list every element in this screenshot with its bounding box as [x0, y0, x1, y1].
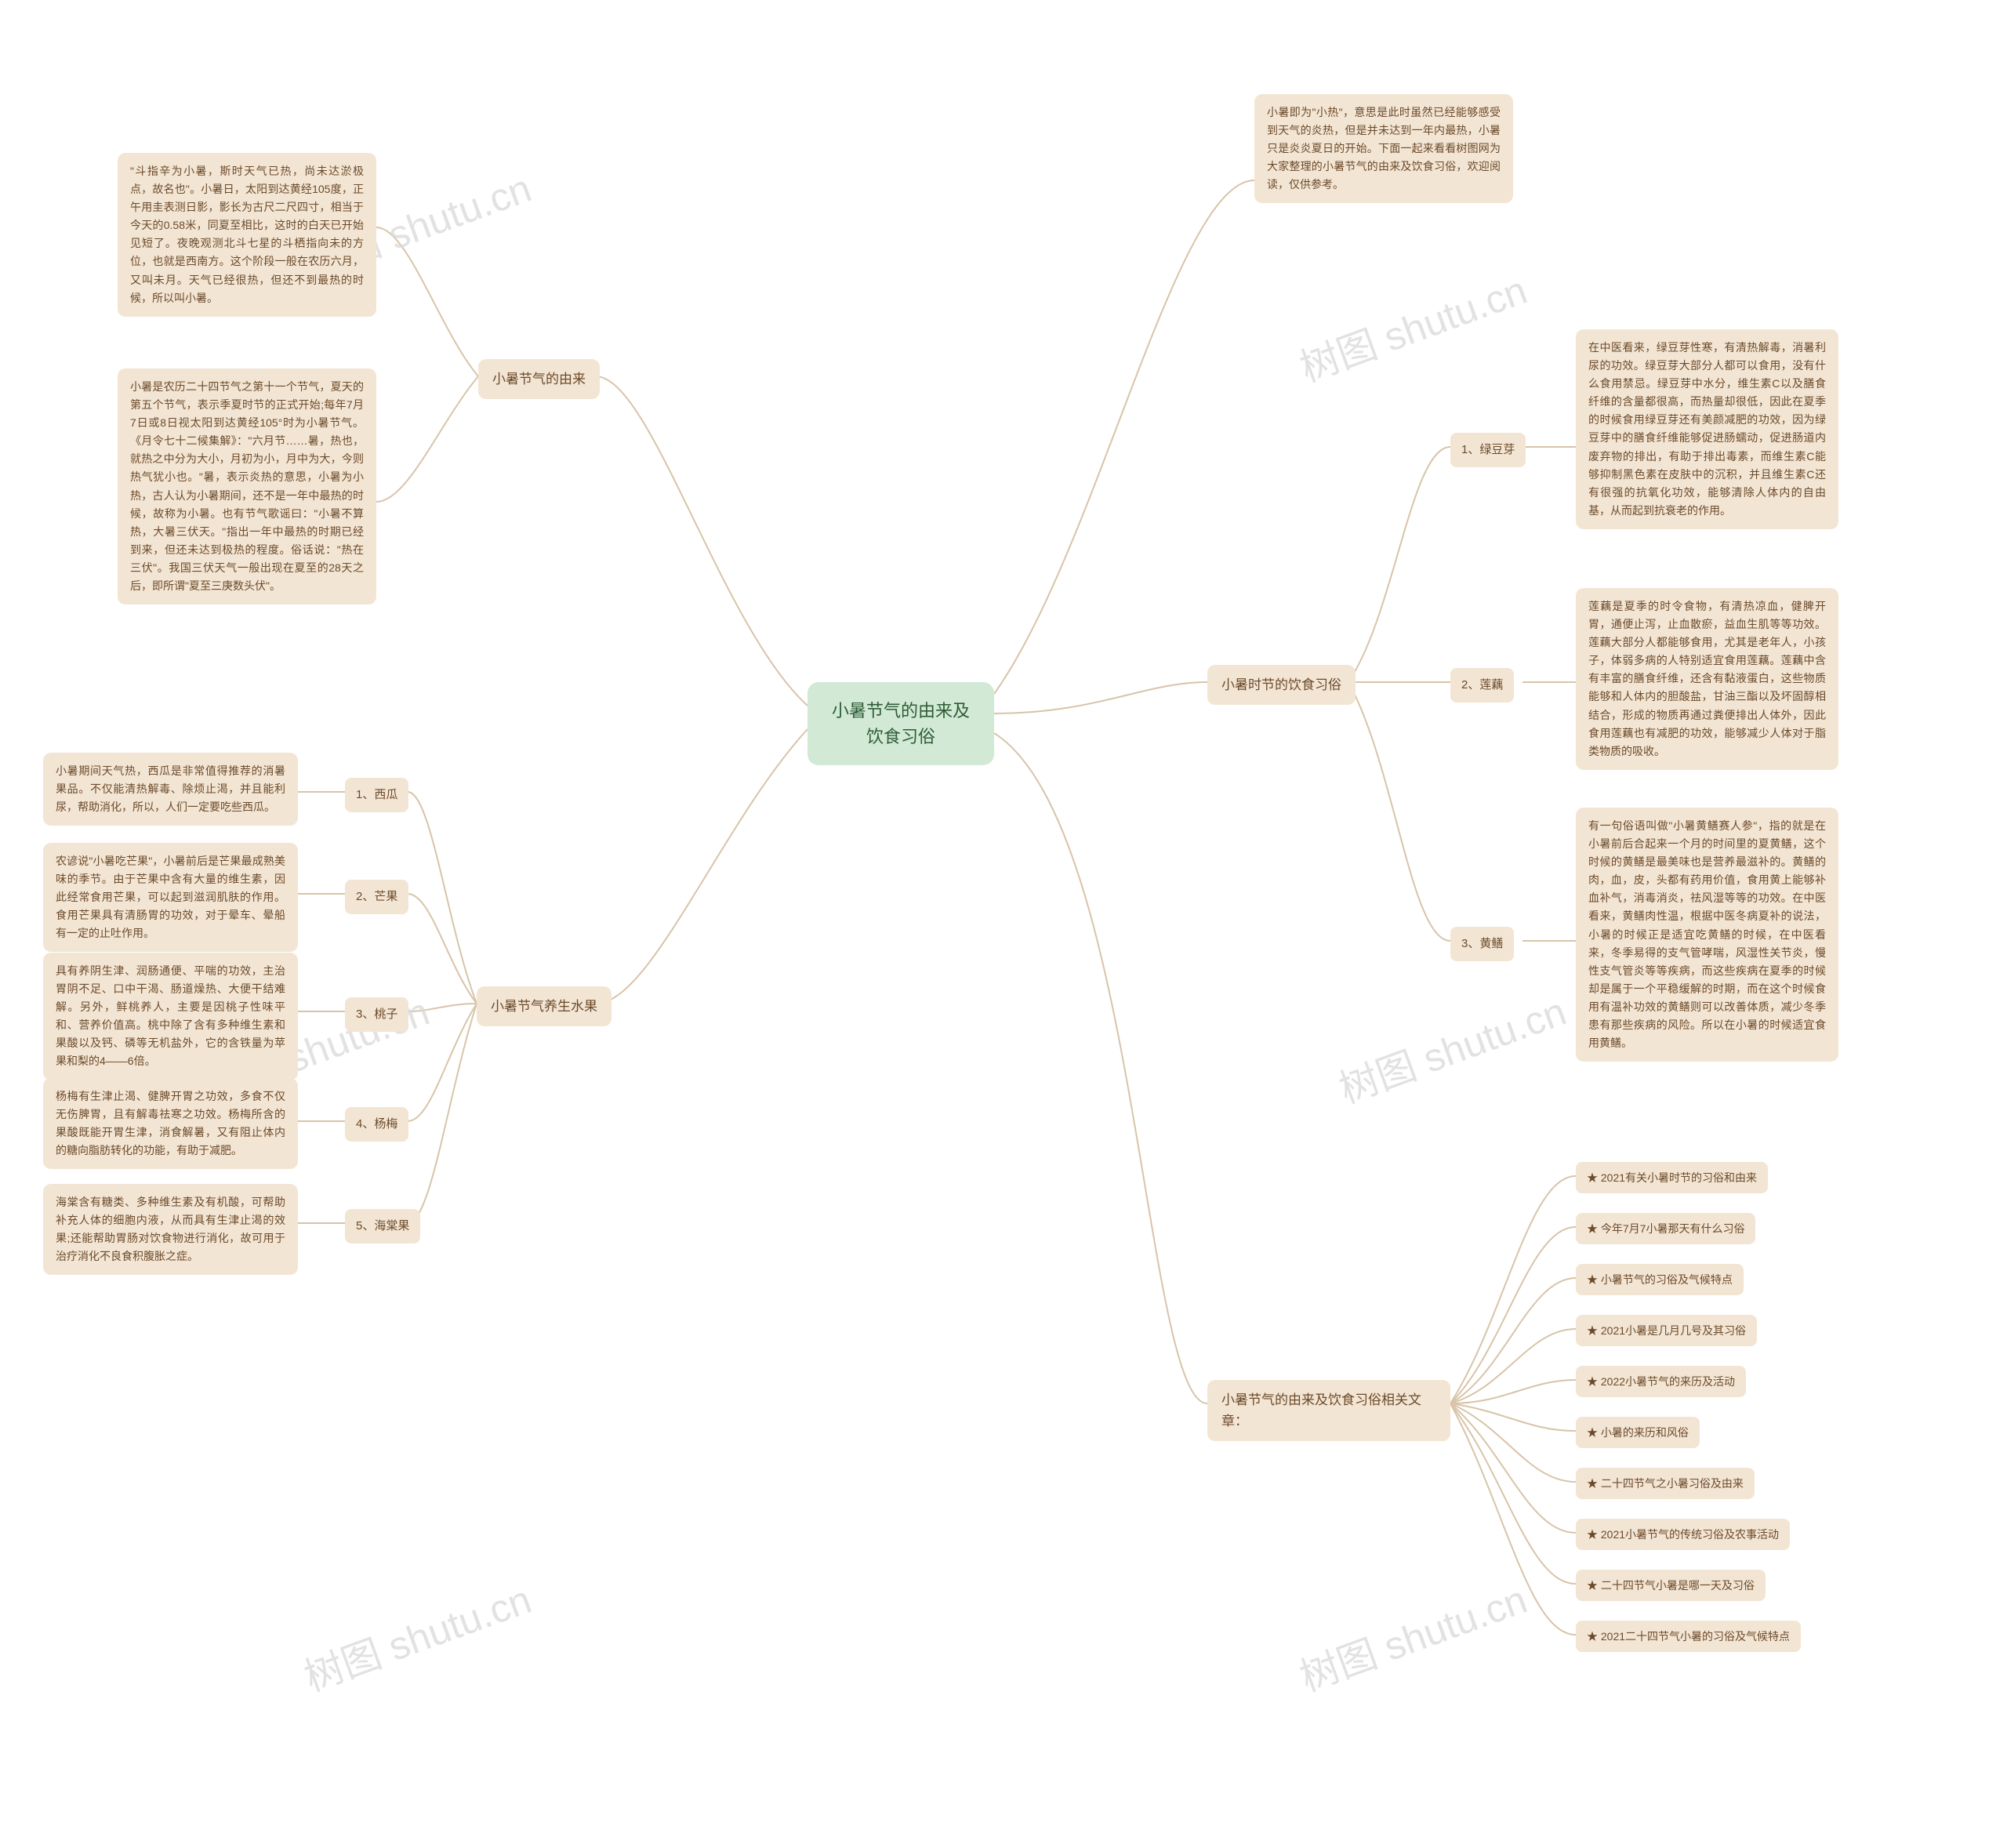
- fruit-item-4: 5、海棠果: [345, 1209, 420, 1243]
- fruit-desc-1: 农谚说"小暑吃芒果"，小暑前后是芒果最成熟美味的季节。由于芒果中含有大量的维生素…: [43, 843, 298, 952]
- fruit-desc-3: 杨梅有生津止渴、健脾开胃之功效，多食不仅无伤脾胃，且有解毒祛寒之功效。杨梅所含的…: [43, 1078, 298, 1169]
- article-item-7: ★ 2021小暑节气的传统习俗及农事活动: [1576, 1519, 1790, 1550]
- diet-item-2: 3、黄鳝: [1450, 927, 1514, 961]
- fruit-desc-0: 小暑期间天气热，西瓜是非常值得推荐的消暑果品。不仅能清热解毒、除烦止渴，并且能利…: [43, 753, 298, 826]
- fruit-item-3: 4、杨梅: [345, 1107, 408, 1142]
- diet-item-0: 1、绿豆芽: [1450, 433, 1526, 467]
- intro-node: 小暑即为"小热"，意思是此时虽然已经能够感受到天气的炎热，但是并未达到一年内最热…: [1254, 94, 1513, 203]
- watermark: 树图 shutu.cn: [296, 1568, 538, 1702]
- diet-item-1: 2、莲藕: [1450, 668, 1514, 703]
- article-item-8: ★ 二十四节气小暑是哪一天及习俗: [1576, 1570, 1766, 1601]
- branch-fruits: 小暑节气养生水果: [477, 986, 612, 1026]
- watermark: 树图 shutu.cn: [1291, 259, 1533, 393]
- article-item-4: ★ 2022小暑节气的来历及活动: [1576, 1366, 1746, 1397]
- branch-articles: 小暑节气的由来及饮食习俗相关文章：: [1207, 1380, 1450, 1441]
- article-item-9: ★ 2021二十四节气小暑的习俗及气候特点: [1576, 1621, 1801, 1652]
- watermark: 树图 shutu.cn: [1291, 1568, 1533, 1702]
- diet-desc-1: 莲藕是夏季的时令食物，有清热凉血，健脾开胃，通便止泻，止血散瘀，益血生肌等等功效…: [1576, 588, 1838, 770]
- article-item-1: ★ 今年7月7小暑那天有什么习俗: [1576, 1213, 1755, 1244]
- branch-diet: 小暑时节的饮食习俗: [1207, 665, 1356, 705]
- article-item-2: ★ 小暑节气的习俗及气候特点: [1576, 1264, 1744, 1295]
- origin-leaf-1: 小暑是农历二十四节气之第十一个节气，夏天的第五个节气，表示季夏时节的正式开始;每…: [118, 369, 376, 605]
- article-item-0: ★ 2021有关小暑时节的习俗和由来: [1576, 1162, 1768, 1193]
- branch-origin: 小暑节气的由来: [478, 359, 600, 399]
- fruit-desc-2: 具有养阴生津、润肠通便、平喘的功效，主治胃阴不足、口中干渴、肠道燥热、大便干结难…: [43, 953, 298, 1080]
- diet-desc-0: 在中医看来，绿豆芽性寒，有清热解毒，消暑利尿的功效。绿豆芽大部分人都可以食用，没…: [1576, 329, 1838, 529]
- article-item-3: ★ 2021小暑是几月几号及其习俗: [1576, 1315, 1757, 1346]
- watermark: 树图 shutu.cn: [1330, 980, 1573, 1114]
- fruit-item-0: 1、西瓜: [345, 778, 408, 812]
- origin-leaf-0: "斗指辛为小暑，斯时天气已热，尚未达淤极点，故名也"。小暑日，太阳到达黄经105…: [118, 153, 376, 317]
- article-item-5: ★ 小暑的来历和风俗: [1576, 1417, 1700, 1448]
- article-item-6: ★ 二十四节气之小暑习俗及由来: [1576, 1468, 1755, 1499]
- diet-desc-2: 有一句俗语叫做"小暑黄鳝赛人参"，指的就是在小暑前后合起来一个月的时间里的夏黄鳝…: [1576, 808, 1838, 1062]
- center-node: 小暑节气的由来及饮食习俗: [808, 682, 994, 765]
- fruit-desc-4: 海棠含有糖类、多种维生素及有机酸，可帮助补充人体的细胞内液，从而具有生津止渴的效…: [43, 1184, 298, 1275]
- fruit-item-2: 3、桃子: [345, 997, 408, 1032]
- fruit-item-1: 2、芒果: [345, 880, 408, 914]
